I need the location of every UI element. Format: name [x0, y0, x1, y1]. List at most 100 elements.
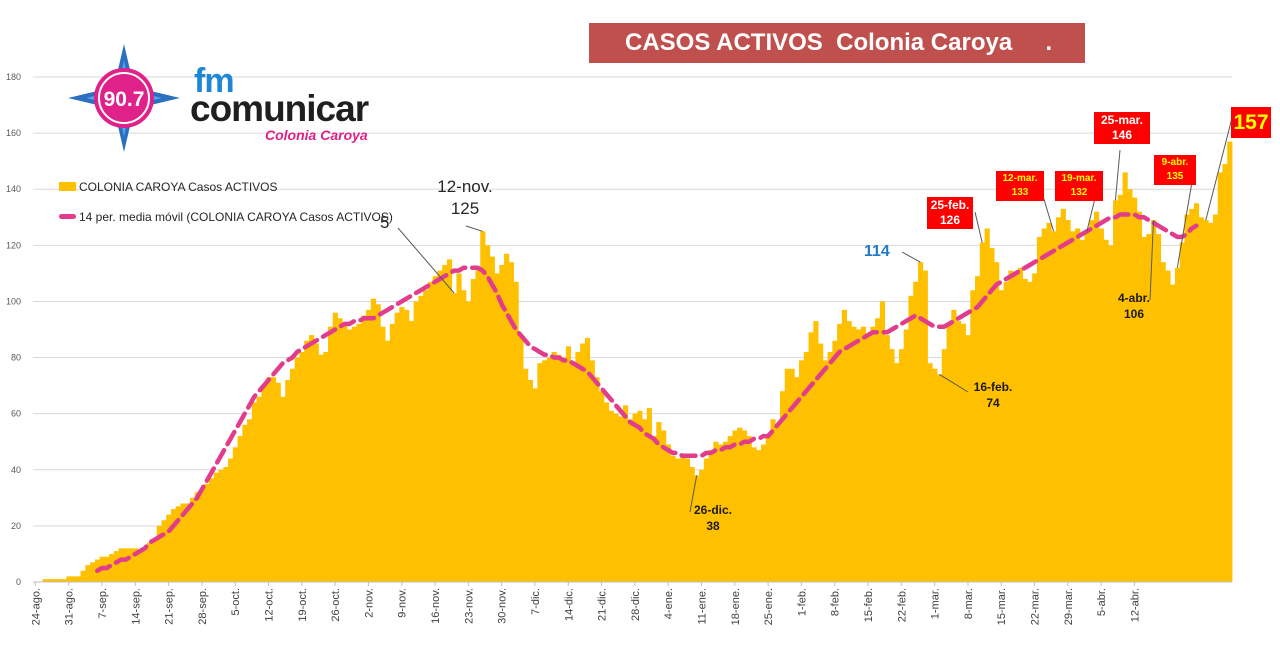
annotation-leader	[689, 475, 698, 513]
x-tick-label: 7-sep.	[97, 588, 109, 619]
bar	[1113, 200, 1119, 582]
bar	[718, 444, 724, 582]
bar	[313, 343, 319, 582]
bar	[694, 475, 700, 582]
bar	[1122, 172, 1128, 582]
bar	[570, 363, 576, 582]
bar	[1094, 211, 1100, 583]
bar	[1208, 222, 1214, 582]
bar	[385, 340, 391, 582]
bar	[508, 262, 514, 582]
bar	[803, 351, 809, 582]
brand-city: Colonia Caroya	[265, 127, 368, 143]
annotation-leader	[901, 251, 921, 263]
bar	[404, 309, 410, 582]
bar	[465, 301, 472, 582]
annotation-leader	[1149, 220, 1154, 301]
bar	[889, 349, 895, 582]
x-tick-label: 23-nov.	[463, 588, 475, 624]
bar	[199, 489, 205, 582]
bar	[689, 466, 695, 582]
x-tick-label: 28-sep.	[197, 588, 209, 625]
annotation-5: 5	[380, 213, 390, 232]
annotation-leader	[465, 225, 483, 232]
bar	[389, 323, 396, 582]
bar	[903, 329, 909, 582]
bar	[865, 335, 871, 582]
bar	[565, 346, 572, 582]
bar	[684, 458, 690, 582]
x-tick-label: 14-dic.	[563, 588, 575, 621]
bar	[142, 548, 148, 582]
annotation-leader	[1176, 181, 1193, 268]
annotation-25-feb: 25-feb. 126	[927, 197, 973, 229]
bar	[1089, 220, 1095, 582]
bar	[209, 478, 215, 582]
bar	[642, 419, 648, 582]
bar	[380, 326, 386, 582]
bar	[756, 450, 762, 582]
brand-fm: fm	[194, 62, 235, 100]
bar	[399, 307, 405, 582]
bar	[989, 248, 995, 582]
bar	[1084, 231, 1090, 582]
bar	[927, 363, 933, 582]
bar	[446, 259, 453, 582]
bar	[1165, 270, 1171, 582]
bar	[875, 318, 881, 582]
bar	[732, 430, 738, 582]
bar	[71, 576, 77, 582]
bar	[898, 349, 905, 582]
y-tick-label: 120	[6, 240, 21, 250]
bar	[128, 548, 134, 582]
bar	[860, 326, 867, 582]
bar	[1098, 228, 1104, 582]
y-tick-label: 160	[6, 128, 21, 138]
bar	[1170, 284, 1176, 582]
bar	[299, 351, 305, 582]
bar	[527, 380, 533, 582]
bar	[937, 374, 943, 582]
bar	[170, 509, 177, 582]
bar	[1032, 273, 1038, 582]
annotation-19-mar: 19-mar. 132	[1055, 171, 1103, 201]
x-tick-label: 15-feb.	[863, 588, 875, 622]
bar	[1146, 234, 1152, 583]
annotation-12-mar: 12-mar. 133	[996, 171, 1044, 201]
bar	[504, 253, 510, 582]
bar	[970, 290, 976, 582]
bar	[1041, 228, 1047, 582]
x-tick-label: 8-mar.	[963, 588, 975, 619]
bar	[85, 565, 91, 582]
bar	[1036, 236, 1043, 583]
bar	[760, 444, 767, 582]
bar	[951, 309, 957, 582]
bar	[347, 329, 353, 582]
bar	[699, 469, 705, 582]
bar	[751, 447, 757, 582]
annotation-26-dic: 26-dic. 38	[693, 503, 732, 533]
bar	[661, 430, 667, 582]
bar	[270, 377, 277, 582]
bar	[342, 323, 348, 582]
x-tick-label: 8-feb.	[830, 588, 842, 616]
bar	[251, 402, 258, 582]
bar	[1108, 245, 1114, 582]
bar	[765, 436, 771, 582]
bar	[879, 301, 886, 582]
bar	[523, 368, 529, 582]
bar	[608, 410, 614, 582]
x-tick-label: 1-mar.	[930, 588, 942, 619]
y-tick-label: 100	[6, 296, 21, 306]
bar	[456, 273, 462, 582]
bar	[1189, 208, 1195, 583]
bar	[485, 245, 491, 582]
bar	[256, 396, 262, 582]
bar	[575, 351, 581, 582]
bar	[784, 368, 790, 582]
y-tick-label: 180	[6, 72, 21, 82]
bar	[822, 360, 828, 582]
x-tick-label: 14-sep.	[130, 588, 142, 625]
bar	[280, 396, 286, 582]
legend-label-moving-average: 14 per. media móvil (COLONIA CAROYA Caso…	[79, 210, 393, 224]
